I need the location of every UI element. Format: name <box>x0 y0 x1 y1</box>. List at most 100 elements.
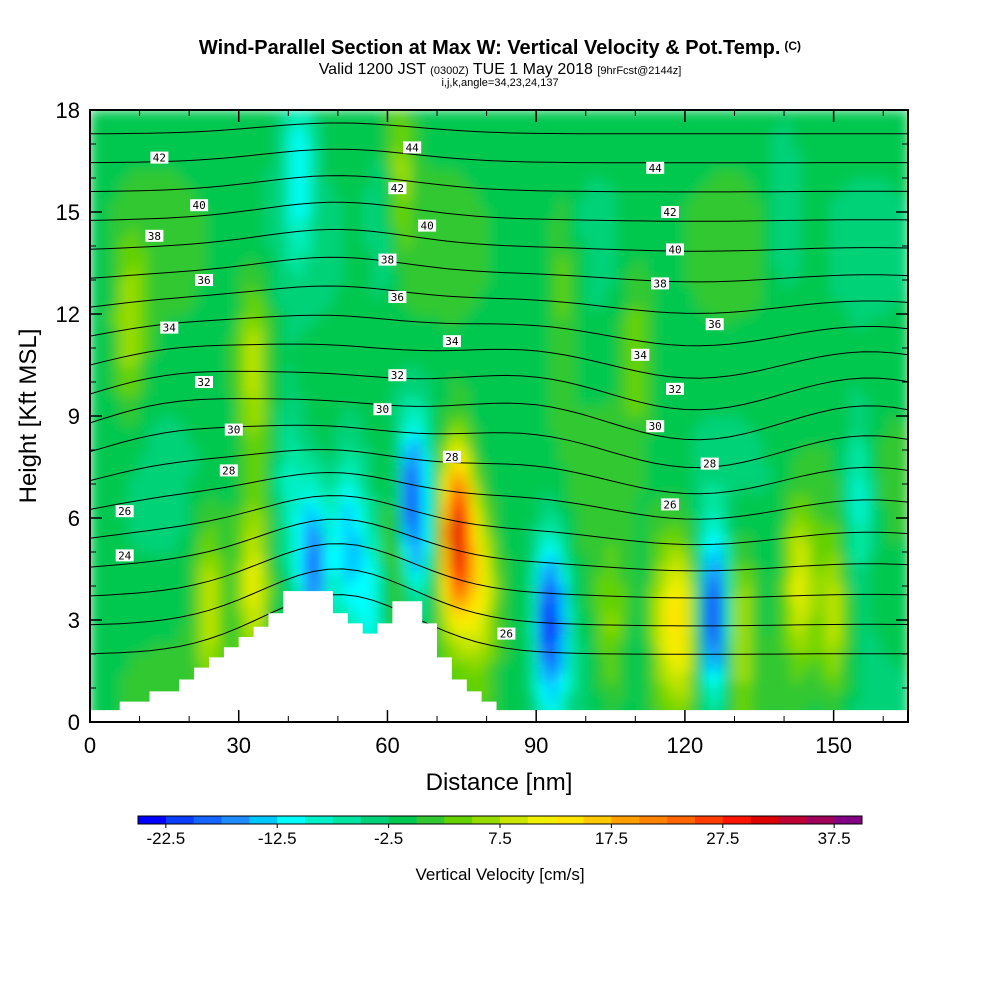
colorbar-swatch <box>555 816 584 824</box>
contour-label-text: 32 <box>391 369 404 382</box>
contour-label-text: 34 <box>445 335 459 348</box>
contour-label-box <box>190 199 209 212</box>
colorbar-swatch <box>277 816 306 824</box>
colorbar-swatch <box>722 816 751 824</box>
valid-prefix: Valid 1200 JST <box>318 61 426 78</box>
theta-contour-25 <box>90 568 908 627</box>
contour-label-box <box>388 369 407 382</box>
contour-label-box <box>661 206 679 218</box>
y-tick-label: 3 <box>68 608 80 633</box>
contour-label-box <box>646 420 665 433</box>
contour-label-text: 44 <box>649 162 663 175</box>
contour-label: 36 <box>195 274 213 287</box>
contour-label-text: 40 <box>192 199 205 212</box>
y-tick-label: 9 <box>68 404 80 429</box>
terrain <box>90 591 908 722</box>
contour-labels: 24 26 28 30 32 34 36 38 40 42 30 32 34 36 38 40 42 44 28 26… <box>115 141 724 641</box>
field-raster <box>90 110 908 722</box>
contour-label-text: 36 <box>197 274 210 287</box>
theta-contour-37 <box>90 256 908 283</box>
contour-label: 26 <box>661 498 679 511</box>
theta-contour-34 <box>90 343 908 379</box>
colorbar-swatch <box>778 816 807 824</box>
contour-label-text: 38 <box>148 230 161 243</box>
contour-label-box <box>150 151 169 164</box>
contour-label: 26 <box>497 627 516 641</box>
contour-label: 40 <box>190 199 209 212</box>
title-mark: (C) <box>784 39 802 53</box>
colorbar-swatch <box>165 816 194 824</box>
colorbar-tick-label: -2.5 <box>374 829 403 848</box>
contour-label: 42 <box>388 182 407 195</box>
contour-label-text: 44 <box>406 141 420 154</box>
chart-title: Wind-Parallel Section at Max W: Vertical… <box>198 37 802 59</box>
contour-label-box <box>442 450 461 463</box>
contour-label-box <box>378 253 397 266</box>
contour-label: 36 <box>388 291 407 304</box>
y-tick-label: 15 <box>56 200 80 225</box>
contour-label: 42 <box>150 151 169 165</box>
theta-contour-29 <box>90 471 908 520</box>
contour-label-text: 30 <box>227 424 240 437</box>
colorbar-swatch <box>332 816 362 824</box>
contour-label-box <box>219 464 238 477</box>
y-axis-title: Height [Kft MSL] <box>15 329 42 504</box>
contour-label: 30 <box>224 423 243 437</box>
contour-label-box <box>160 321 179 334</box>
contour-label-box <box>700 457 719 470</box>
colorbar-swatch <box>138 816 167 824</box>
contour-label: 42 <box>661 206 679 219</box>
colorbar-swatch <box>750 816 779 824</box>
colorbar-swatch <box>472 816 501 824</box>
theta-contour-39 <box>90 201 908 222</box>
forecast-info: [9hrFcst@2144z] <box>597 65 682 77</box>
contour-label-box <box>403 141 422 154</box>
contour-label-box <box>418 219 437 232</box>
contour-label-box <box>442 335 461 348</box>
terrain-mask <box>90 591 908 722</box>
contour-label-text: 34 <box>163 322 177 335</box>
contour-label-box <box>224 423 243 436</box>
colorbar-title: Vertical Velocity [cm/s] <box>415 865 584 884</box>
contour-label: 24 <box>115 549 134 562</box>
valid-utc: (0300Z) <box>430 65 469 77</box>
contour-label: 34 <box>160 321 179 335</box>
contour-label-text: 28 <box>703 458 716 471</box>
y-tick-label: 6 <box>68 506 80 531</box>
contour-label: 38 <box>378 253 397 267</box>
contour-label-box <box>646 161 665 174</box>
contour-label-text: 26 <box>663 498 676 511</box>
x-tick-label: 150 <box>815 733 852 758</box>
contour-label-box <box>195 376 213 388</box>
contour-label-box <box>666 382 684 395</box>
contour-label-text: 32 <box>668 383 681 396</box>
colorbar-swatch <box>500 816 529 824</box>
contour-label: 40 <box>418 219 437 233</box>
colorbar-swatch <box>305 816 334 824</box>
x-tick-label: 120 <box>667 733 704 758</box>
contour-label: 38 <box>651 277 670 290</box>
colorbar-swatch <box>639 816 668 824</box>
contour-label-text: 26 <box>500 628 513 641</box>
contour-label: 28 <box>442 450 461 464</box>
contour-label: 30 <box>373 403 392 416</box>
contour-label-text: 36 <box>391 291 404 304</box>
colorbar-swatch <box>221 816 250 824</box>
y-tick-label: 12 <box>56 302 80 327</box>
contour-label-box <box>388 291 407 303</box>
contour-label-box <box>661 498 679 511</box>
x-axis-title: Distance [nm] <box>426 769 573 796</box>
contour-label-box <box>497 627 516 640</box>
contour-label-box <box>631 348 650 361</box>
contour-label: 44 <box>403 141 422 154</box>
contour-label-text: 38 <box>653 277 666 290</box>
contour-label-text: 42 <box>153 152 166 165</box>
colorbar-tick-label: -22.5 <box>146 829 185 848</box>
colorbar-swatch <box>527 816 556 824</box>
colorbar-swatch <box>193 816 222 824</box>
x-tick-label: 0 <box>84 733 96 758</box>
contour-label-text: 30 <box>649 420 662 433</box>
contour-label: 36 <box>705 318 724 331</box>
theta-contour-33 <box>90 370 908 411</box>
colorbar-swatch <box>583 816 612 824</box>
